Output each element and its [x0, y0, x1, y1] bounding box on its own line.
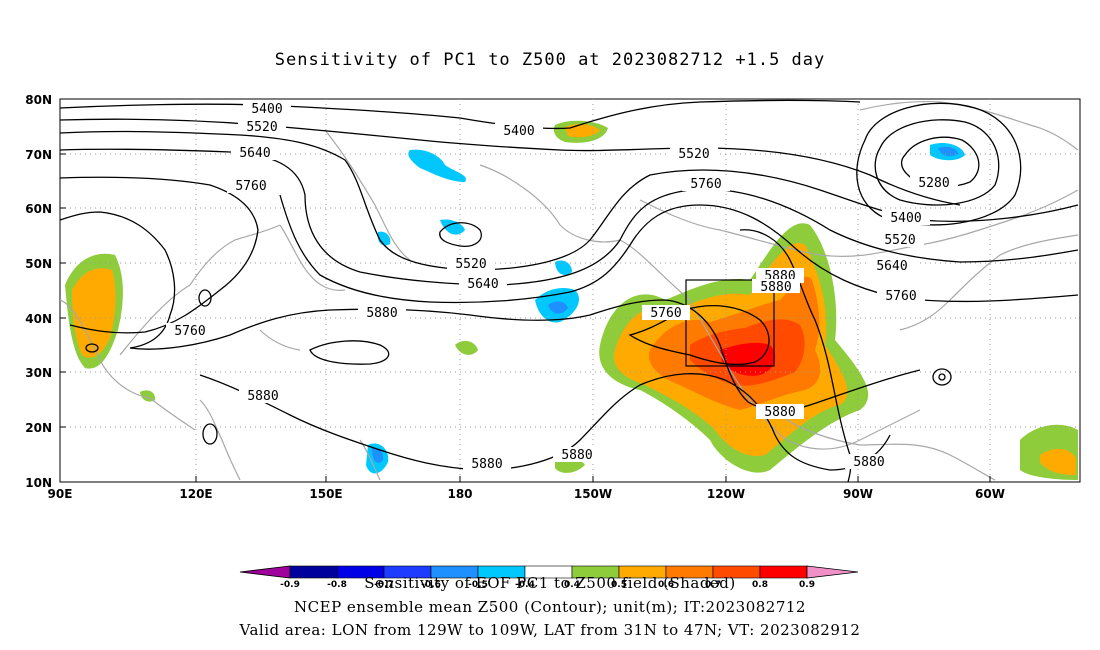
colorbar-tick: -0.4 — [515, 580, 535, 590]
svg-text:5880: 5880 — [471, 457, 502, 472]
svg-text:5640: 5640 — [876, 259, 907, 274]
contour-labels: 5400 5520 5640 5760 5400 5520 5760 5520 … — [166, 101, 958, 472]
contour-label: 5880 — [553, 447, 601, 463]
svg-text:5400: 5400 — [503, 124, 534, 139]
map-panel: 5400 5520 5640 5760 5400 5520 5760 5520 … — [25, 93, 1081, 501]
svg-text:5520: 5520 — [884, 233, 915, 248]
contour-label: 5880 — [845, 454, 893, 470]
colorbar-tick: 0.6 — [658, 580, 674, 590]
contour-label: 5880 — [463, 456, 511, 472]
svg-text:5400: 5400 — [890, 211, 921, 226]
contour-label: 5400 — [495, 123, 543, 139]
contour-label: 5400 — [882, 210, 930, 226]
svg-text:5520: 5520 — [246, 120, 277, 135]
colorbar-tick: -0.8 — [327, 580, 347, 590]
svg-text:5760: 5760 — [690, 177, 721, 192]
contour-label: 5640 — [231, 145, 279, 161]
lat-label: 50N — [25, 257, 52, 271]
colorbar-tick: -0.9 — [280, 580, 300, 590]
svg-text:5880: 5880 — [764, 405, 795, 420]
lat-label: 30N — [25, 366, 52, 380]
svg-text:5880: 5880 — [760, 280, 791, 295]
svg-text:5400: 5400 — [251, 102, 282, 117]
valid-area-box — [685, 279, 775, 367]
contour-label: 5640 — [459, 276, 507, 292]
contour-label: 5520 — [876, 232, 924, 248]
lat-label: 10N — [25, 476, 52, 490]
lat-label: 80N — [25, 93, 52, 107]
lat-label: 40N — [25, 312, 52, 326]
contour-label: 5880 — [239, 388, 287, 404]
lon-label: 180 — [447, 487, 472, 501]
contour-label: 5760 — [166, 323, 214, 339]
contour-label: 5520 — [238, 119, 286, 135]
map-title: Sensitivity of PC1 to Z500 at 2023082712… — [274, 50, 826, 70]
contour-label: 5640 — [868, 258, 916, 274]
lon-label: 90W — [843, 487, 873, 501]
svg-text:5280: 5280 — [918, 176, 949, 191]
contour-label: 5520 — [670, 146, 718, 162]
svg-text:5640: 5640 — [467, 277, 498, 292]
contour-label: 5280 — [910, 175, 958, 191]
svg-text:5760: 5760 — [235, 179, 266, 194]
svg-text:5760: 5760 — [650, 306, 681, 321]
svg-text:5520: 5520 — [455, 257, 486, 272]
colorbar-tick: 0.5 — [611, 580, 627, 590]
colorbar-tick: -0.5 — [468, 580, 488, 590]
svg-text:5880: 5880 — [853, 455, 884, 470]
lat-label: 20N — [25, 421, 52, 435]
contour-label: 5760 — [227, 178, 275, 194]
lon-label: 60W — [975, 487, 1005, 501]
contour-label: 5760 — [682, 176, 730, 192]
colorbar-tick: 0.8 — [752, 580, 768, 590]
lon-label: 90E — [48, 487, 73, 501]
contour-label: 5520 — [447, 256, 495, 272]
colorbar-ticks: -0.9 -0.8 -0.7 -0.6 -0.5 -0.4 0.4 0.5 0.… — [280, 580, 815, 590]
svg-text:5520: 5520 — [678, 147, 709, 162]
svg-text:5760: 5760 — [885, 289, 916, 304]
svg-text:5640: 5640 — [239, 146, 270, 161]
footer-line-3: Valid area: LON from 129W to 109W, LAT f… — [239, 621, 861, 639]
svg-text:5760: 5760 — [174, 324, 205, 339]
contour-label: 5760 — [642, 305, 690, 321]
contour-label: 5880 — [358, 305, 406, 321]
lon-label: 120E — [179, 487, 212, 501]
lat-label: 60N — [25, 202, 52, 216]
lon-label: 120W — [707, 487, 745, 501]
svg-text:5880: 5880 — [366, 306, 397, 321]
svg-text:5880: 5880 — [247, 389, 278, 404]
colorbar-tick: 0.9 — [799, 580, 815, 590]
lat-label: 70N — [25, 148, 52, 162]
contour-label: 5880 — [756, 404, 804, 420]
longitude-labels: 90E 120E 150E 180 150W 120W 90W 60W — [48, 487, 1005, 501]
svg-text:5880: 5880 — [561, 448, 592, 463]
colorbar-tick: -0.6 — [421, 580, 441, 590]
contour-label: 5400 — [243, 101, 291, 117]
latitude-labels: 80N 70N 60N 50N 40N 30N 20N 10N — [25, 93, 52, 490]
lon-label: 150E — [309, 487, 342, 501]
colorbar: -0.9 -0.8 -0.7 -0.6 -0.5 -0.4 0.4 0.5 0.… — [239, 565, 859, 590]
footer-line-1: Sensitivity of EOF PC1 to Z500 field (Sh… — [364, 574, 736, 592]
footer-line-2: NCEP ensemble mean Z500 (Contour); unit(… — [294, 598, 806, 616]
contour-label: 5880 — [752, 279, 800, 295]
axis-ticks — [60, 98, 991, 482]
colorbar-tick: 0.4 — [564, 580, 580, 590]
contour-label: 5760 — [877, 288, 925, 304]
colorbar-tick: 0.7 — [705, 580, 721, 590]
colorbar-high-arrow — [806, 565, 859, 579]
coastlines — [59, 100, 1079, 481]
colorbar-tick: -0.7 — [374, 580, 394, 590]
lon-label: 150W — [574, 487, 612, 501]
